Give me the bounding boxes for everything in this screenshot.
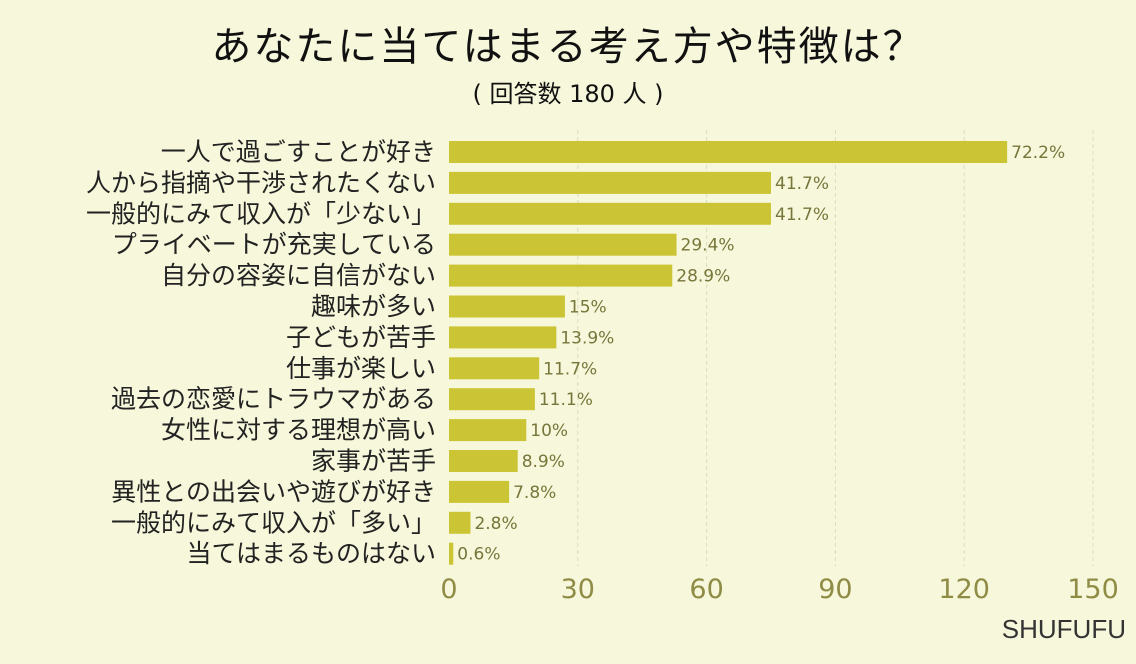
chart-subtitle: ( 回答数 180 人 )	[472, 80, 664, 108]
category-label: 異性との出会いや遊びが好き	[111, 477, 436, 506]
value-label: 15%	[569, 298, 607, 318]
x-tick-label: 30	[561, 574, 595, 605]
x-tick-label: 60	[689, 574, 723, 605]
category-labels: 一人で過ごすことが好き人から指摘や干渉されたくない一般的にみて収入が「少ない」プ…	[86, 138, 436, 569]
bar	[449, 141, 1008, 163]
category-label: 一人で過ごすことが好き	[161, 138, 436, 167]
x-tick-label: 90	[818, 574, 852, 605]
bar	[449, 233, 677, 256]
category-label: 家事が苦手	[311, 447, 436, 476]
category-label: 仕事が楽しい	[286, 354, 436, 383]
value-label: 11.1%	[539, 390, 593, 410]
bar	[449, 511, 471, 534]
value-label: 0.6%	[457, 545, 500, 565]
value-label: 13.9%	[560, 328, 614, 348]
value-label: 29.4%	[681, 236, 735, 256]
brand-logo-text: SHUFUFU	[1001, 614, 1126, 644]
bar	[449, 295, 565, 318]
category-label: 過去の恋愛にトラウマがある	[111, 385, 436, 414]
value-label: 8.9%	[522, 452, 565, 472]
bar	[449, 480, 510, 503]
category-label: 一般的にみて収入が「多い」	[111, 508, 436, 537]
value-label: 2.8%	[474, 514, 517, 534]
x-tick-label: 0	[440, 574, 457, 605]
category-label: 当てはまるものはない	[186, 539, 436, 568]
bar	[449, 542, 454, 565]
bar	[449, 450, 518, 472]
bar	[449, 388, 535, 411]
value-label: 72.2%	[1011, 143, 1065, 163]
value-label: 11.7%	[543, 359, 597, 379]
category-label: 趣味が多い	[311, 292, 436, 321]
category-label: 自分の容姿に自信がない	[161, 261, 436, 290]
bar	[449, 419, 527, 442]
x-axis-ticks: 0 30 60 90 120 150	[440, 574, 1118, 605]
category-label: 人から指摘や干渉されたくない	[86, 168, 436, 197]
bar	[449, 171, 771, 194]
grid-lines	[577, 130, 1094, 566]
bar	[449, 326, 557, 349]
category-label: プライベートが充実している	[112, 230, 436, 259]
bar	[449, 202, 771, 225]
value-label: 10%	[530, 421, 568, 441]
x-tick-label: 150	[1067, 574, 1119, 605]
category-label: 一般的にみて収入が「少ない」	[86, 199, 436, 228]
value-labels: 72.2% 41.7% 41.7% 29.4% 28.9% 15% 13.9% 11.7% 11…	[457, 143, 1065, 565]
category-label: 女性に対する理想が高い	[161, 416, 436, 445]
value-label: 41.7%	[775, 174, 829, 194]
value-label: 41.7%	[775, 205, 829, 225]
chart-title: あなたに当てはまる考え方や特徴は？	[211, 24, 925, 70]
category-label: 子どもが苦手	[286, 323, 436, 352]
bar	[449, 264, 673, 287]
value-label: 7.8%	[513, 483, 556, 503]
bar	[449, 357, 540, 380]
x-tick-label: 120	[938, 574, 990, 605]
bars	[449, 141, 1008, 565]
value-label: 28.9%	[676, 267, 730, 287]
